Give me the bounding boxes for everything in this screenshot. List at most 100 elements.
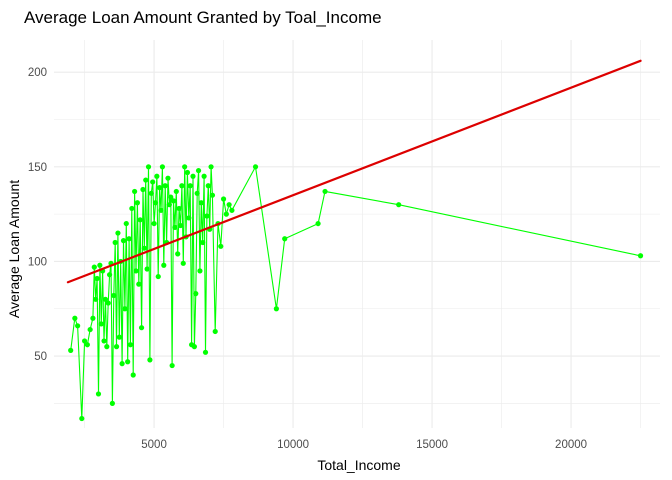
data-point	[201, 173, 207, 179]
data-point	[157, 185, 163, 191]
data-point	[111, 292, 117, 299]
data-point	[204, 213, 210, 219]
data-point	[147, 357, 153, 363]
data-point	[72, 315, 78, 321]
data-point	[209, 192, 216, 198]
data-point	[273, 306, 279, 312]
data-point	[175, 251, 181, 257]
data-point	[115, 230, 121, 236]
data-point	[315, 220, 321, 227]
data-point	[229, 207, 235, 213]
data-point	[130, 372, 136, 378]
y-tick-label: 200	[28, 67, 47, 79]
data-point	[113, 344, 120, 350]
data-point	[94, 275, 100, 282]
data-point	[122, 306, 128, 312]
x-tick-label: 10000	[277, 439, 309, 451]
data-point	[155, 273, 161, 280]
data-point	[143, 177, 149, 183]
data-point	[205, 183, 211, 189]
data-point	[159, 164, 166, 170]
trend-line	[66, 59, 642, 284]
data-point	[138, 325, 145, 331]
data-point	[162, 183, 168, 189]
grid-minor	[54, 40, 660, 428]
data-point	[220, 196, 227, 202]
data-point	[169, 362, 175, 369]
data-point	[120, 238, 127, 244]
data-point	[98, 321, 104, 327]
data-point	[90, 315, 96, 321]
y-tick-label: 150	[28, 162, 47, 174]
x-tick-label: 5000	[141, 439, 167, 451]
data-point	[129, 205, 135, 212]
data-point	[97, 262, 103, 268]
data-point	[145, 164, 152, 170]
data-point	[102, 296, 109, 302]
data-point	[161, 262, 167, 268]
tick-labels: 5000 10000 15000 20000 50 100 150 200	[28, 67, 587, 451]
data-point	[396, 202, 402, 208]
data-point	[166, 202, 172, 208]
data-point	[158, 207, 164, 213]
data-point	[105, 300, 111, 306]
data-point	[184, 169, 191, 176]
data-point	[179, 183, 185, 189]
data-point	[212, 328, 218, 335]
series-layer	[66, 59, 644, 422]
y-tick-label: 100	[28, 256, 47, 268]
data-point	[322, 188, 328, 195]
data-point	[194, 190, 200, 196]
data-point	[202, 349, 209, 355]
data-point	[123, 220, 129, 227]
data-point	[134, 200, 140, 206]
data-point	[187, 183, 193, 189]
data-point	[137, 217, 143, 223]
x-tick-label: 20000	[555, 439, 587, 451]
data-point	[151, 220, 157, 227]
data-point	[282, 236, 288, 242]
data-point	[152, 200, 159, 206]
data-point	[195, 167, 202, 174]
data-point	[75, 323, 81, 329]
data-point	[68, 347, 74, 353]
data-point	[150, 179, 156, 185]
data-point	[186, 215, 192, 221]
data-point	[91, 264, 97, 270]
data-point	[84, 342, 90, 348]
data-point	[141, 245, 147, 251]
data-point	[200, 239, 206, 246]
data-point	[168, 194, 174, 200]
data-point	[140, 186, 146, 193]
data-point	[218, 243, 224, 249]
data-point	[144, 266, 150, 272]
x-axis-title: Total_Income	[317, 457, 400, 473]
data-point	[182, 164, 188, 170]
data-point	[148, 190, 154, 196]
data-point	[226, 202, 232, 208]
data-point	[119, 361, 125, 367]
data-point	[112, 239, 118, 246]
data-point	[197, 268, 203, 274]
x-tick-label: 15000	[416, 439, 448, 451]
data-point	[180, 260, 186, 266]
y-tick-label: 50	[34, 351, 47, 363]
data-point	[106, 272, 113, 278]
data-point	[125, 359, 131, 365]
data-point	[116, 334, 122, 340]
y-axis-title: Average Loan Amount	[6, 180, 22, 318]
data-point	[154, 173, 160, 179]
data-point	[95, 391, 102, 397]
chart-title: Average Loan Amount Granted by Toal_Inco…	[24, 8, 382, 27]
data-point	[208, 164, 214, 170]
data-point	[127, 342, 134, 348]
data-point	[637, 253, 644, 259]
data-point	[136, 281, 142, 287]
data-point	[81, 338, 88, 344]
data-point	[170, 198, 177, 204]
data-point	[190, 173, 196, 179]
data-point	[176, 205, 182, 212]
data-point	[223, 211, 229, 217]
data-point	[165, 175, 171, 181]
